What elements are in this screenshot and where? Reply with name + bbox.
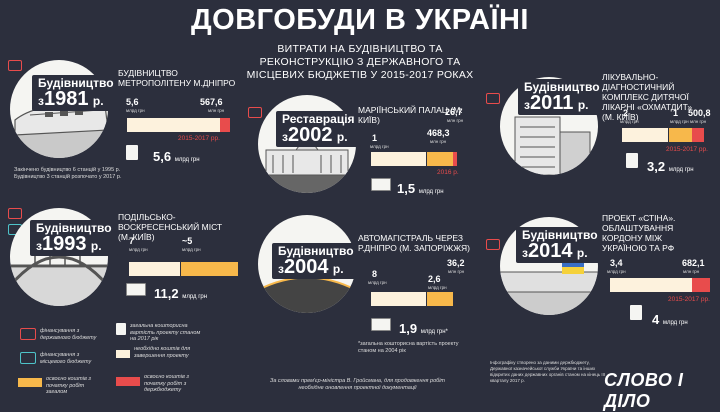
metro-badge: Будівництво з1981 р. xyxy=(32,75,120,111)
project-metro: Будівництво з1981 р. БУДІВНИЦТВО МЕТРОПО… xyxy=(0,55,240,195)
project-hospital: Будівництво з2011 р. ЛІКУВАЛЬНО-ДІАГНОСТ… xyxy=(480,55,720,195)
metro-note: Закінчено будівництво 6 станцій у 1995 р… xyxy=(14,167,122,180)
metro-bar-spent xyxy=(220,118,230,132)
metro-v1: 5,6 xyxy=(126,97,139,107)
highway-bar-spent xyxy=(427,292,453,306)
hospital-badge: Будівництво з2011 р. xyxy=(518,79,606,115)
wall-total: 4 млрд грн xyxy=(652,312,688,327)
metro-total: 5,6 млрд грн xyxy=(153,149,200,164)
legend: фінансування з державного бюджету фінанс… xyxy=(0,320,240,402)
document-icon xyxy=(626,153,638,168)
palace-bar-total xyxy=(371,152,426,166)
highway-note: *загальна кошторисна вартість проекту ст… xyxy=(358,341,459,354)
highway-bar-total xyxy=(371,292,426,306)
document-icon xyxy=(116,323,126,335)
highway-badge: Будівництво з2004 р. xyxy=(272,243,360,279)
palace-bar-state xyxy=(453,152,457,166)
document-icon xyxy=(630,305,642,320)
bridge-badge: Будівництво з1993 р. xyxy=(30,220,118,256)
border-wall-icon xyxy=(500,260,598,315)
wall-bar-total xyxy=(610,278,692,292)
hospital-bar-state xyxy=(692,128,704,142)
project-bridge: Будівництво з1993 р. ПОДІЛЬСЬКО-ВОСКРЕСЕ… xyxy=(0,200,240,310)
metro-bar-total xyxy=(127,118,220,132)
page-subtitle: ВИТРАТИ НА БУДІВНИЦТВО ТА РЕКОНСТРУКЦІЮ … xyxy=(246,43,474,81)
wall-bar-state xyxy=(692,278,710,292)
train-icon xyxy=(10,103,108,158)
hospital-total: 3,2 млрд грн xyxy=(647,159,694,174)
hospital-bar-total xyxy=(622,128,668,142)
project-wall: Будівництво з2014 р. ПРОЕКТ «СТІНА». ОБЛ… xyxy=(480,205,720,335)
bridge-name: ПОДІЛЬСЬКО-ВОСКРЕСЕНСЬКИЙ МІСТ (М. КИЇВ) xyxy=(118,212,223,242)
wallet-icon-state xyxy=(20,328,36,340)
wallet-icon-local xyxy=(20,352,36,364)
project-palace: Реставрація з2002 р. МАРІЇНСЬКИЙ ПАЛАЦ (… xyxy=(240,95,480,205)
palace-total: 1,5 млрд грн xyxy=(397,181,444,196)
legend-orange-swatch xyxy=(18,378,42,387)
wall-name: ПРОЕКТ «СТІНА». ОБЛАШТУВАННЯ КОРДОНУ МІЖ… xyxy=(602,213,676,253)
hospital-name: ЛІКУВАЛЬНО-ДІАГНОСТИЧНИЙ КОМПЛЕКС ДИТЯЧО… xyxy=(602,72,693,122)
wall-badge: Будівництво з2014 р. xyxy=(516,227,604,263)
project-highway: Будівництво з2004 р. АВТОМАГІСТРАЛЬ ЧЕРЕ… xyxy=(240,215,480,355)
palace-bar-spent xyxy=(427,152,453,166)
money-icon xyxy=(371,318,391,331)
metro-name: БУДІВНИЦТВО МЕТРОПОЛІТЕНУ М.ДНІПРО xyxy=(118,68,236,88)
wallet-icon-state xyxy=(8,208,22,219)
palace-name: МАРІЇНСЬКИЙ ПАЛАЦ (М. КИЇВ) xyxy=(358,105,463,125)
brand-logo: СЛОВО І ДІЛО xyxy=(604,370,684,411)
legend-cream-swatch xyxy=(116,350,130,358)
highway-name: АВТОМАГІСТРАЛЬ ЧЕРЕЗ Р.ДНІПРО (М. ЗАПОРІ… xyxy=(358,233,471,253)
footer-quote: За словами прем'єр-міністра В. Гройсмана… xyxy=(269,378,446,391)
footer-source: Інфографіку створено за даними держбюдже… xyxy=(490,360,606,383)
money-icon xyxy=(371,178,391,191)
hospital-bar-spent xyxy=(669,128,692,142)
document-icon xyxy=(126,145,138,160)
wallet-icon-state xyxy=(8,60,22,71)
wallet-icon-state xyxy=(248,107,262,118)
money-icon xyxy=(126,283,146,296)
bridge-bar-spent xyxy=(181,262,238,276)
bridge-bar-total xyxy=(129,262,180,276)
bridge-total: 11,2 млрд грн xyxy=(154,286,208,301)
highway-total: 1,9 млрд грн* xyxy=(399,321,448,336)
legend-red-swatch xyxy=(116,377,140,386)
metro-v2: 567,6 xyxy=(200,97,223,107)
palace-badge: Реставрація з2002 р. xyxy=(276,111,361,147)
wallet-icon-state xyxy=(486,239,500,250)
wallet-icon-state xyxy=(486,93,500,104)
bridge-icon xyxy=(10,241,108,306)
page-title: ДОВГОБУДИ В УКРАЇНІ xyxy=(190,4,529,36)
